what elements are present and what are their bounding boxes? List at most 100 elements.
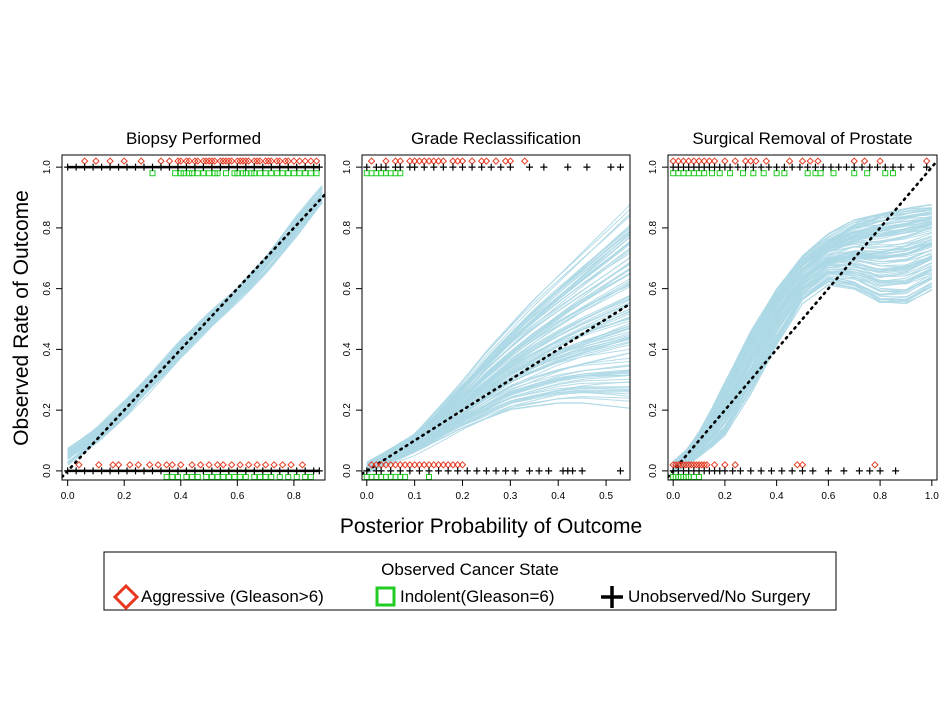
unobserved-point xyxy=(430,163,438,171)
aggressive-point xyxy=(194,157,202,165)
aggressive-point xyxy=(752,157,760,165)
indolent-point xyxy=(231,473,238,480)
legend-title: Observed Cancer State xyxy=(381,560,559,579)
panel-frame-reclass xyxy=(361,154,631,481)
y-tick-label: 0.4 xyxy=(648,342,659,356)
unobserved-point xyxy=(578,467,586,475)
indolent-point xyxy=(727,170,734,177)
calibration-curve xyxy=(67,191,323,449)
indolent-point xyxy=(817,170,824,177)
indolent-point xyxy=(172,170,179,177)
unobserved-point xyxy=(607,163,615,171)
indolent-point xyxy=(194,473,201,480)
indolent-point xyxy=(242,473,249,480)
indolent-point xyxy=(276,473,283,480)
aggressive-point xyxy=(468,157,476,165)
y-tick-label: 0.0 xyxy=(648,464,659,478)
aggressive-point xyxy=(425,157,433,165)
indolent-point xyxy=(690,473,697,480)
aggressive-point xyxy=(261,157,270,165)
unobserved-point xyxy=(583,163,591,171)
calibration-curve xyxy=(672,222,932,465)
unobserved-point xyxy=(742,163,750,171)
calibration-curve xyxy=(67,190,323,458)
aggressive-point xyxy=(168,461,176,469)
x-tick-label: 0.8 xyxy=(873,491,887,502)
figure-ylabel: Observed Rate of Outcome xyxy=(10,190,33,446)
aggressive-point xyxy=(185,157,193,165)
unobserved-point xyxy=(526,467,533,475)
panel-biopsy-performed: Biopsy Performed 0.0 0.2 0.4 0.6 0.8 0.0 0.2 0.4… xyxy=(42,129,326,502)
calibration-curve xyxy=(672,208,932,462)
aggressive-point xyxy=(278,461,287,469)
aggressive-point xyxy=(261,461,270,469)
aggressive-point xyxy=(273,157,281,165)
aggressive-point xyxy=(692,461,701,469)
y-tick-label: 0.8 xyxy=(648,221,659,235)
calibration-curve xyxy=(67,188,323,449)
calibration-curve xyxy=(67,191,323,453)
unobserved-point xyxy=(773,163,781,171)
y-tick-label: 0.8 xyxy=(42,221,53,235)
y-tick-label: 0.0 xyxy=(42,464,53,478)
unobserved-point xyxy=(757,467,765,475)
calibration-curve xyxy=(67,191,323,454)
unobserved-point xyxy=(734,163,742,171)
unobserved-point xyxy=(767,467,775,475)
aggressive-point xyxy=(236,157,244,165)
x-tick-label: 0.2 xyxy=(117,491,131,502)
indolent-point xyxy=(285,170,292,177)
unobserved-point xyxy=(411,163,419,171)
figure-xlabel: Posterior Probability of Outcome xyxy=(340,515,642,538)
aggressive-point xyxy=(710,461,719,469)
aggressive-point xyxy=(287,461,295,469)
aggressive-point xyxy=(222,157,230,165)
indolent-point xyxy=(685,170,692,177)
indolent-point xyxy=(214,170,221,177)
aggressive-point xyxy=(672,461,680,469)
aggressive-point xyxy=(219,157,227,165)
aggressive-point xyxy=(253,461,261,469)
aggressive-point xyxy=(236,461,244,469)
indolent-point xyxy=(387,473,394,480)
indolent-point xyxy=(302,170,309,177)
indolent-point xyxy=(740,170,747,177)
aggressive-point xyxy=(687,461,695,469)
aggressive-point xyxy=(281,157,290,165)
unobserved-point xyxy=(492,467,500,475)
indolent-point xyxy=(262,473,269,480)
x-tick-label: 0.4 xyxy=(174,491,188,502)
indolent-point xyxy=(234,170,241,177)
indolent-point xyxy=(382,170,389,177)
indolent-square-icon xyxy=(375,586,396,607)
aggressive-point xyxy=(677,461,685,469)
indolent-point xyxy=(882,170,889,177)
calibration-curve xyxy=(672,270,933,471)
indolent-point xyxy=(696,473,703,480)
unobserved-point xyxy=(729,467,737,475)
calibration-curve xyxy=(672,277,933,467)
unobserved-point xyxy=(463,467,471,475)
unobserved-point xyxy=(396,467,404,475)
unobserved-point xyxy=(502,467,510,475)
x-tick-label: 0.4 xyxy=(551,491,565,502)
aggressive-point xyxy=(244,157,253,165)
observed-markers-biopsy xyxy=(64,157,323,480)
indolent-point xyxy=(169,473,176,480)
x-tick-label: 0.3 xyxy=(503,491,517,502)
calibration-curve xyxy=(672,283,933,471)
indolent-point xyxy=(279,170,286,177)
indolent-point xyxy=(830,170,837,177)
unobserved-point xyxy=(811,163,819,171)
y-tick-label: 0.2 xyxy=(648,403,659,417)
legend-label-aggressive: Aggressive (Gleason>6) xyxy=(141,587,324,606)
aggressive-point xyxy=(721,157,729,165)
aggressive-point xyxy=(806,157,814,165)
calibration-curve xyxy=(672,227,932,469)
calibration-curve xyxy=(67,185,323,452)
indolent-point xyxy=(675,170,682,177)
y-tick-label: 0.4 xyxy=(342,342,353,356)
aggressive-point xyxy=(860,157,869,165)
indolent-point xyxy=(368,473,375,480)
unobserved-point xyxy=(511,467,519,475)
